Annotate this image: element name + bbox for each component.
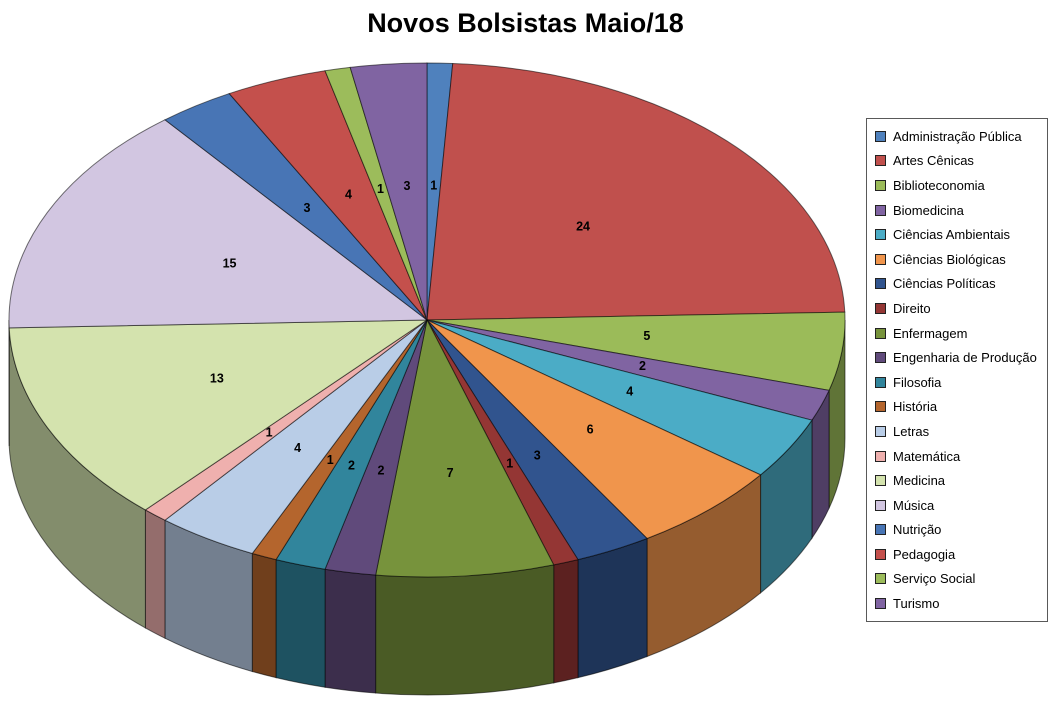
legend-label: Letras [893, 423, 930, 439]
legend-item: Pedagogia [867, 542, 1047, 567]
legend-item: Serviço Social [867, 567, 1047, 592]
slice-value-label: 3 [403, 179, 410, 193]
legend-swatch [875, 155, 886, 167]
slice-value-label: 1 [266, 426, 273, 440]
chart-title: Novos Bolsistas Maio/18 [367, 8, 684, 38]
legend-swatch [875, 425, 886, 437]
slice-value-label: 2 [639, 359, 646, 373]
legend-swatch [875, 229, 886, 241]
pie-slice-side [275, 559, 326, 688]
legend-swatch [875, 475, 886, 487]
pie-slice-side [375, 564, 555, 696]
slice-value-label: 13 [210, 372, 224, 386]
legend-label: Ciências Biológicas [893, 251, 1006, 267]
slice-value-label: 1 [327, 453, 334, 467]
legend-item: Enfermagem [867, 321, 1047, 346]
legend-label: Turismo [893, 596, 940, 612]
legend-swatch [875, 450, 886, 462]
slice-value-label: 3 [534, 448, 541, 462]
legend-swatch [875, 179, 886, 191]
legend-swatch [875, 573, 886, 585]
slice-value-label: 3 [303, 201, 310, 215]
pie-slice [375, 318, 555, 578]
legend-label: Direito [893, 300, 931, 316]
slice-value-label: 15 [223, 256, 237, 270]
pie-slice-side [251, 552, 277, 679]
legend-item: Filosofia [867, 370, 1047, 395]
pie-slice [426, 62, 846, 321]
legend: Administração Pública Artes Cênicas Biblio… [866, 118, 1048, 622]
pie-slice-side [144, 509, 166, 640]
pie-slice [8, 119, 429, 329]
slice-value-label: 4 [345, 188, 352, 202]
legend-swatch [875, 352, 886, 364]
legend-swatch [875, 376, 886, 388]
legend-swatch [875, 204, 886, 216]
pie-slice-side [324, 568, 377, 694]
slice-value-label: 5 [643, 329, 650, 343]
legend-item: Letras [867, 419, 1047, 444]
legend-label: Artes Cênicas [893, 153, 974, 169]
legend-label: Ciências Ambientais [893, 227, 1011, 243]
legend-item: Turismo [867, 591, 1047, 616]
slice-value-label: 7 [447, 466, 454, 480]
legend-label: Ciências Políticas [893, 276, 996, 292]
legend-label: Pedagogia [893, 546, 956, 562]
legend-swatch [875, 253, 886, 265]
legend-item: Biomedicina [867, 198, 1047, 223]
legend-swatch [875, 548, 886, 560]
legend-label: Nutrição [893, 522, 942, 538]
legend-label: Medicina [893, 473, 946, 489]
slice-value-label: 4 [626, 384, 633, 398]
legend-item: Direito [867, 296, 1047, 321]
slice-value-label: 4 [294, 441, 301, 455]
pie-slice-side [577, 537, 648, 679]
legend-item: Ciências Biológicas [867, 247, 1047, 272]
legend-label: Filosofia [893, 374, 942, 390]
legend-swatch [875, 499, 886, 511]
legend-swatch [875, 130, 886, 142]
slice-value-label: 6 [587, 422, 594, 436]
pie-slice [349, 62, 428, 321]
slice-value-label: 2 [378, 464, 385, 478]
slice-value-label: 1 [430, 179, 437, 193]
legend-label: Música [893, 497, 935, 513]
legend-item: Música [867, 493, 1047, 518]
pie-slice [426, 319, 762, 540]
legend-item: História [867, 395, 1047, 420]
legend-item: Matemática [867, 444, 1047, 469]
legend-item: Engenharia de Produção [867, 345, 1047, 370]
legend-item: Nutrição [867, 518, 1047, 543]
legend-item: Ciências Políticas [867, 272, 1047, 297]
legend-item: Administração Pública [867, 124, 1047, 149]
legend-label: Matemática [893, 448, 961, 464]
slice-value-label: 24 [576, 219, 590, 233]
legend-item: Artes Cênicas [867, 149, 1047, 174]
legend-label: Biomedicina [893, 202, 964, 218]
slice-value-label: 1 [377, 182, 384, 196]
legend-label: Serviço Social [893, 571, 976, 587]
legend-label: Enfermagem [893, 325, 968, 341]
pie-slice-side [553, 559, 579, 684]
legend-swatch [875, 598, 886, 610]
legend-swatch [875, 524, 886, 536]
legend-label: História [893, 399, 938, 415]
legend-swatch [875, 302, 886, 314]
legend-swatch [875, 401, 886, 413]
legend-label: Engenharia de Produção [893, 350, 1037, 366]
legend-label: Biblioteconomia [893, 177, 985, 193]
legend-item: Medicina [867, 468, 1047, 493]
legend-swatch [875, 327, 886, 339]
legend-item: Ciências Ambientais [867, 222, 1047, 247]
pie-slice [8, 319, 429, 511]
legend-swatch [875, 278, 886, 290]
legend-label: Administração Pública [893, 128, 1022, 144]
slice-value-label: 2 [348, 458, 355, 472]
slice-value-label: 1 [506, 457, 513, 471]
legend-item: Biblioteconomia [867, 173, 1047, 198]
